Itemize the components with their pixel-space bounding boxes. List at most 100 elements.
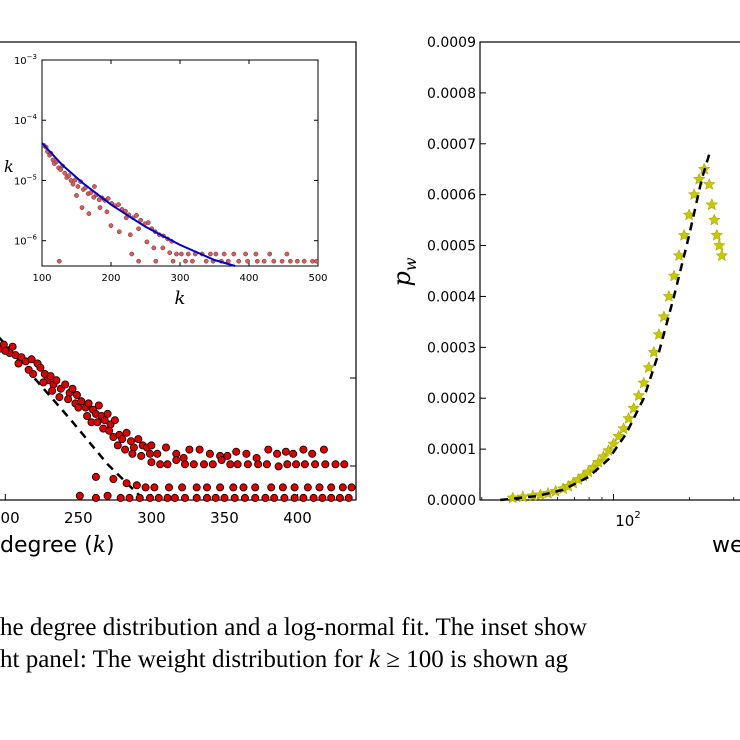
inset-degree-point: [190, 258, 195, 264]
left-degree-point: [91, 493, 100, 502]
left-degree-point: [122, 428, 131, 437]
left-degree-point: [150, 483, 159, 492]
left-degree-point: [300, 460, 309, 469]
left-degree-point: [303, 483, 312, 492]
left-degree-point: [192, 483, 201, 492]
inset-degree-point: [138, 217, 144, 223]
left-x-ticks: 200 250 300 350 400: [0, 377, 356, 527]
left-degree-point: [48, 386, 57, 395]
inset-fit-line: [41, 142, 236, 267]
right-weight-point: [592, 455, 605, 468]
right-weight-point: [712, 238, 726, 251]
left-degree-point: [254, 460, 263, 469]
left-degree-point: [39, 378, 48, 387]
left-degree-point: [178, 483, 187, 492]
left-degree-point: [289, 449, 298, 458]
left-degree-point: [239, 483, 248, 492]
right-y-tick-label: 0.0006: [427, 188, 476, 204]
inset-degree-point: [174, 251, 179, 257]
left-degree-point: [72, 390, 81, 399]
inset-degree-point: [74, 193, 79, 198]
inset-degree-point: [160, 245, 166, 251]
left-degree-point: [274, 462, 283, 471]
left-degree-point: [61, 380, 70, 389]
left-x-tick-label: 200: [0, 509, 20, 527]
left-degree-point: [318, 493, 327, 502]
left-degree-point: [180, 493, 189, 502]
left-degree-point: [14, 359, 23, 368]
right-weight-point: [642, 361, 656, 374]
right-weight-point: [715, 249, 729, 262]
left-degree-point: [8, 342, 17, 351]
left-degree-point: [118, 435, 127, 444]
left-degree-point: [220, 493, 229, 502]
left-degree-point: [91, 472, 100, 481]
inset-degree-point: [75, 184, 81, 189]
left-degree-point: [84, 399, 93, 408]
left-x-tick-label: 300: [137, 509, 166, 527]
left-degree-point: [128, 449, 137, 458]
right-weight-point: [707, 213, 721, 226]
left-degree-point: [270, 493, 279, 502]
left-degree-point: [292, 460, 301, 469]
left-degree-point: [147, 458, 156, 467]
left-x-label-variable: k: [93, 533, 106, 558]
right-y-axis-label: pw: [388, 257, 420, 286]
left-degree-point: [103, 409, 112, 418]
left-degree-point: [202, 483, 211, 492]
left-degree-point: [156, 460, 165, 469]
left-degree-point: [46, 372, 55, 381]
inset-degree-point: [271, 258, 277, 264]
left-degree-point: [319, 445, 328, 454]
left-degree-point: [172, 456, 181, 465]
left-degree-point: [109, 474, 118, 483]
inset-degree-points: [41, 143, 319, 264]
inset-degree-point: [294, 258, 300, 264]
left-degree-point: [202, 493, 211, 502]
left-degree-point: [29, 369, 38, 378]
right-weight-point: [705, 198, 719, 211]
left-degree-point: [315, 483, 324, 492]
right-weight-point: [677, 228, 691, 241]
left-degree-point: [180, 460, 189, 469]
caption-line-2: ht panel: The weight distribution for k …: [0, 645, 740, 675]
inset-degree-point: [284, 251, 290, 257]
left-degree-point: [223, 451, 232, 460]
left-degree-point: [264, 445, 273, 454]
inset-degree-point: [185, 251, 191, 257]
right-weight-point: [516, 490, 530, 503]
left-degree-point: [113, 441, 122, 450]
inset-degree-point: [70, 181, 76, 187]
inset-degree-point: [127, 232, 133, 238]
inset-degree-point: [79, 205, 85, 210]
left-degree-point: [299, 493, 308, 502]
left-degree-point: [27, 355, 36, 364]
left-degree-point: [36, 363, 45, 372]
inset-degree-point: [108, 223, 114, 228]
inset-degree-point: [208, 251, 213, 257]
left-degree-point: [273, 449, 282, 458]
right-y-tick-label: 0.0009: [427, 35, 476, 51]
inset-x-tick-label: 500: [308, 273, 327, 284]
left-degree-point: [226, 460, 235, 469]
inset-degree-point: [153, 258, 159, 264]
inset-degree-point: [72, 177, 78, 183]
left-degree-point: [321, 460, 330, 469]
right-weight-point: [710, 228, 724, 241]
left-degree-point: [135, 493, 144, 502]
left-degree-point: [122, 479, 131, 488]
left-degree-point: [1, 346, 10, 355]
right-weight-point: [632, 389, 646, 402]
caption-line-1: he degree distribution and a log-normal …: [0, 614, 587, 641]
left-degree-point: [232, 447, 241, 456]
right-y-label-subscript: w: [401, 257, 420, 271]
inset-degree-point: [129, 251, 135, 257]
left-degree-point: [261, 493, 270, 502]
inset-degree-point: [136, 258, 141, 264]
inset-y-axis-label-fragment: k: [4, 157, 14, 176]
left-degree-point: [281, 447, 290, 456]
right-y-label-variable: p: [388, 271, 416, 286]
left-degree-point: [75, 491, 84, 500]
left-panel: 200250300350400 degree (k) 1002003004005…: [0, 41, 357, 558]
left-degree-point: [147, 441, 156, 450]
